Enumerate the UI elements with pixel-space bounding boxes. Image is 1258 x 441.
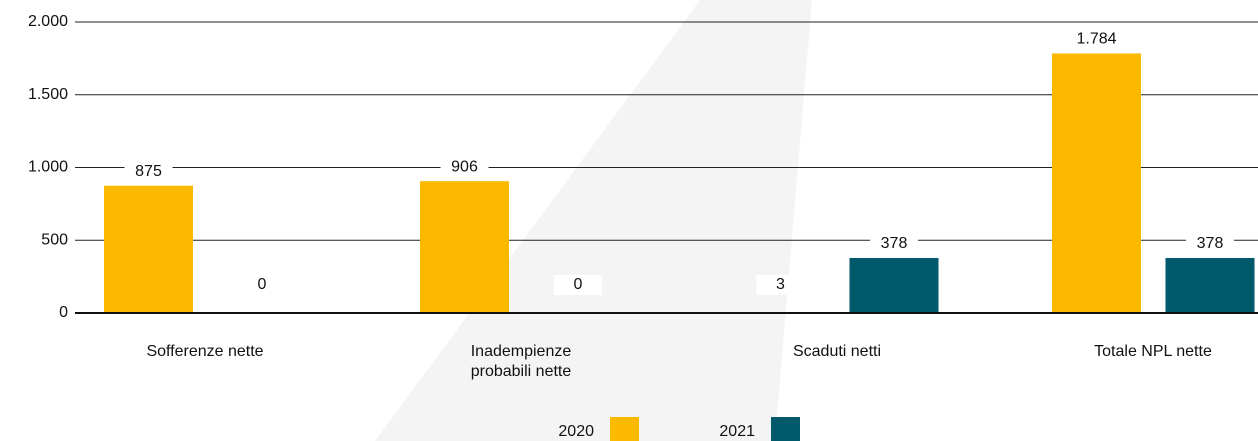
x-tick-label: Sofferenze nette (146, 343, 264, 360)
legend-label: 2021 (719, 423, 755, 440)
value-label-bg (124, 161, 173, 182)
bar (1052, 53, 1141, 313)
value-label: 378 (1197, 235, 1224, 252)
value-label-bg (440, 157, 489, 178)
bar (1165, 258, 1255, 313)
x-tick-label: Inadempienze probabili nette (470, 343, 572, 380)
value-label: 378 (881, 235, 908, 252)
legend-swatch (610, 417, 639, 441)
bar (420, 181, 509, 313)
y-tick-label: 2.000 (28, 13, 68, 30)
value-label-bg (1072, 29, 1121, 50)
y-tick-label: 1.500 (28, 86, 68, 103)
value-label-bg (870, 234, 918, 255)
value-label-bg (238, 275, 286, 295)
value-label-bg (554, 275, 602, 295)
value-label: 875 (135, 163, 162, 180)
y-tick-label: 0 (59, 304, 68, 321)
background-shape (375, 0, 812, 441)
value-label: 1.784 (1076, 31, 1116, 48)
value-label: 0 (574, 276, 583, 293)
value-label: 3 (776, 276, 785, 293)
value-label-bg (1186, 234, 1234, 255)
legend-label: 2020 (558, 423, 594, 440)
value-label: 906 (451, 158, 478, 175)
bar (849, 258, 939, 313)
x-tick-label: Scaduti netti (792, 343, 882, 360)
bar (104, 185, 193, 313)
legend-swatch (771, 417, 800, 441)
value-label-bg (756, 275, 805, 295)
y-tick-label: 500 (41, 231, 68, 248)
value-label: 0 (258, 276, 267, 293)
x-tick-label: Totale NPL nette (1094, 343, 1212, 360)
y-tick-label: 1.000 (28, 159, 68, 176)
